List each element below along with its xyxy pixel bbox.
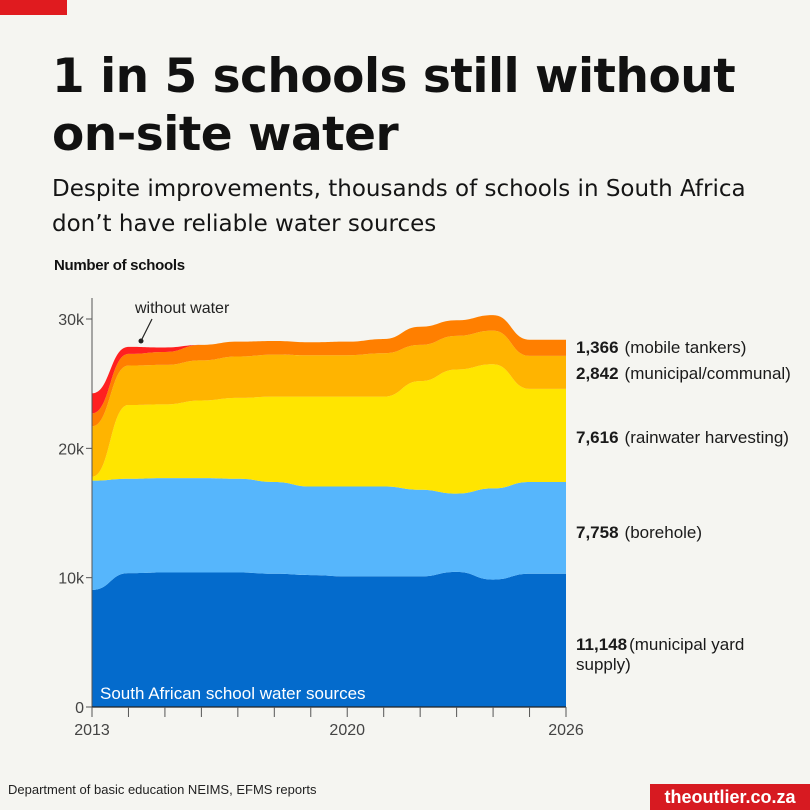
y-tick-label: 20k [58,441,85,458]
x-tick-label: 2026 [548,722,584,739]
y-axis-label: Number of schools [54,257,185,274]
subtitle: Despite improvements, thousands of schoo… [52,176,746,237]
page-title: 1 in 5 schools still without on-site wat… [52,49,736,162]
label-borehole: 7,758 (borehole) [576,523,703,542]
y-tick-label: 30k [58,312,85,329]
label-municipal-communal: 2,842 (municipal/communal) [576,364,791,383]
area-rainwater-harvesting [92,364,566,494]
source-note: Department of basic education NEIMS, EFM… [8,782,317,797]
area-borehole [92,478,566,590]
brand-logo[interactable]: theoutlier.co.za [650,784,810,810]
annotation-dot [138,338,144,344]
chart-inner-label: South African school water sources [100,684,366,703]
x-tick-label: 2013 [74,722,110,739]
label-municipal-yard: 11,148 (municipal yard supply) [576,635,745,674]
accent-bar [0,0,67,15]
label-rainwater: 7,616 (rainwater harvesting) [576,428,789,447]
without-water-annotation: without water [134,300,230,317]
x-tick-label: 2020 [329,722,365,739]
y-tick-label: 0 [75,700,84,717]
label-mobile-tankers: 1,366 (mobile tankers) [576,338,747,357]
area-municipal-communal [92,330,566,477]
annotation-leader-line [141,318,153,340]
area-municipal-yard-supply [92,571,566,707]
y-tick-label: 10k [58,571,85,588]
